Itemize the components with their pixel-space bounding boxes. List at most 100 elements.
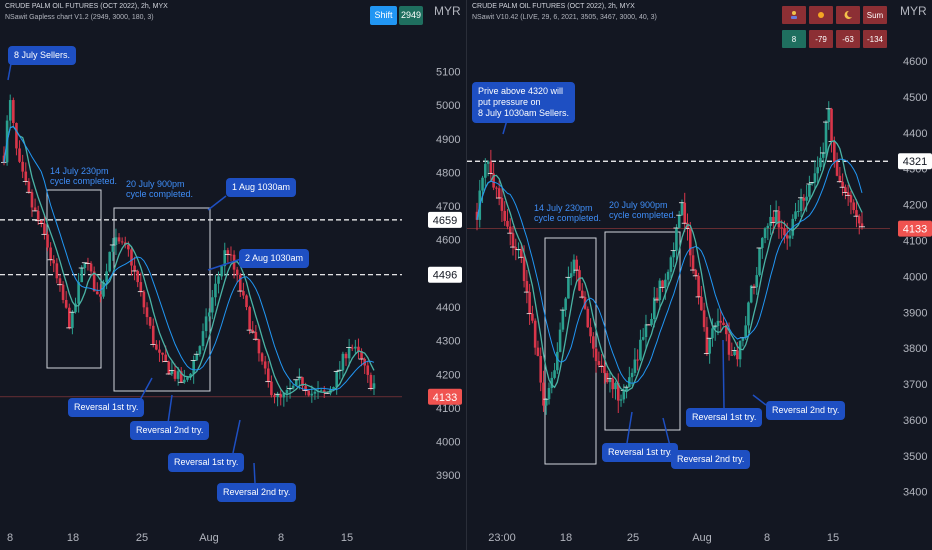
callout-reversal-1st-left-a: Reversal 1st try. (68, 398, 145, 417)
candle-body (614, 382, 617, 390)
left-chart-panel[interactable]: 3900400041004200430044004500460047004800… (0, 0, 466, 550)
candle-body (49, 247, 52, 260)
candle-body (553, 370, 556, 378)
callout-1-aug-1030am: 1 Aug 1030am (226, 178, 297, 197)
candle-body (736, 350, 739, 360)
candle-body (672, 250, 675, 258)
candle-body (80, 267, 84, 283)
candle-body (655, 297, 659, 300)
candle-body (589, 327, 592, 337)
y-tick-label: 4800 (436, 167, 460, 179)
candle-body (844, 187, 847, 193)
candle-body (33, 207, 37, 211)
price-tag-label: 4321 (903, 156, 927, 168)
candle-body (120, 241, 124, 243)
candle-body (313, 391, 317, 394)
candle-body (605, 373, 609, 383)
callout-pointer (207, 258, 242, 271)
callout-pointer (232, 419, 241, 454)
candle-body (186, 377, 189, 380)
candle-body (285, 390, 289, 394)
candle-body (749, 285, 753, 303)
candle-body (713, 326, 717, 329)
candle-body (369, 374, 373, 389)
candle-body (683, 202, 687, 224)
price-tag-label: 4659 (433, 215, 457, 227)
candle-body (30, 192, 34, 208)
right-chart-canvas[interactable]: 3400350036003700380039004000410042004300… (467, 0, 932, 550)
sum-header: Sum (863, 6, 887, 24)
candle-body (517, 249, 520, 251)
candle-body (580, 290, 584, 298)
candle-body (220, 266, 223, 277)
candle-body (354, 346, 357, 349)
candle-body (572, 259, 576, 274)
candle-body (694, 270, 698, 276)
candle-body (192, 360, 195, 374)
candle-body (36, 210, 40, 221)
candle-body (89, 263, 93, 272)
price-tag (428, 266, 462, 283)
candle-body (810, 182, 814, 184)
candle-body (298, 377, 301, 380)
callout-reversal-2nd-right-a: Reversal 2nd try. (671, 450, 751, 469)
candle-body (633, 359, 637, 373)
candle-body (594, 348, 598, 362)
candle-body (835, 161, 839, 176)
candle-body (533, 320, 537, 348)
y-tick-label: 5000 (436, 100, 460, 112)
candle-body (708, 338, 711, 354)
candle-body (183, 379, 186, 383)
candle-body (105, 271, 108, 283)
candle-body (744, 325, 747, 338)
candle-body (625, 387, 628, 391)
candle-body (357, 346, 360, 352)
candle-body (819, 157, 822, 168)
candle-body (46, 234, 49, 248)
candle-body (360, 351, 363, 360)
candle-body (603, 366, 606, 374)
candle-body (319, 390, 323, 392)
candle-body (489, 161, 493, 174)
candle-body (257, 339, 261, 354)
candle-body (248, 307, 251, 331)
candle-body (567, 277, 570, 299)
candle-body (92, 271, 96, 292)
candle-body (802, 197, 806, 201)
candle-body (173, 370, 177, 379)
candle-body (658, 280, 662, 300)
candle-body (239, 274, 242, 292)
right-chart-panel[interactable]: 3400 3500 3600 3700 3800 3900 4000 4100 4200 4300… (467, 0, 932, 550)
candle-body (760, 238, 764, 248)
candle-body (332, 387, 335, 390)
candle-body (569, 273, 573, 278)
candle-body (211, 297, 214, 313)
y-tick-label: 4400 (436, 302, 460, 314)
y-tick-label: 4200 (436, 369, 460, 381)
candle-body (198, 346, 202, 355)
candle-body (691, 255, 695, 271)
callout-8-july-sellers: 8 July Sellers. (8, 46, 77, 65)
candle-body (697, 275, 700, 297)
candle-body (539, 355, 543, 383)
x-tick-label: 8 (278, 532, 284, 544)
candle-body (148, 317, 152, 326)
x-tick-label: 18 (560, 532, 572, 544)
candle-body (214, 283, 217, 298)
candle-body (55, 263, 59, 279)
x-tick-label: 15 (341, 532, 353, 544)
candle-body (95, 291, 99, 295)
sum-value-moon: -63 (836, 30, 860, 48)
candle-body (242, 291, 245, 296)
candle-body (40, 220, 43, 224)
candle-body (226, 250, 230, 255)
left-chart-canvas[interactable]: 3900400041004200430044004500460047004800… (0, 0, 466, 550)
candle-body (254, 332, 258, 340)
candle-body (207, 312, 211, 317)
candle-body (102, 282, 105, 297)
cycle-box (46, 189, 102, 369)
candle-body (99, 294, 102, 297)
shift-badge[interactable]: Shift (370, 6, 397, 25)
candle-body (616, 382, 620, 401)
shift-value-badge: 2949 (399, 6, 423, 25)
